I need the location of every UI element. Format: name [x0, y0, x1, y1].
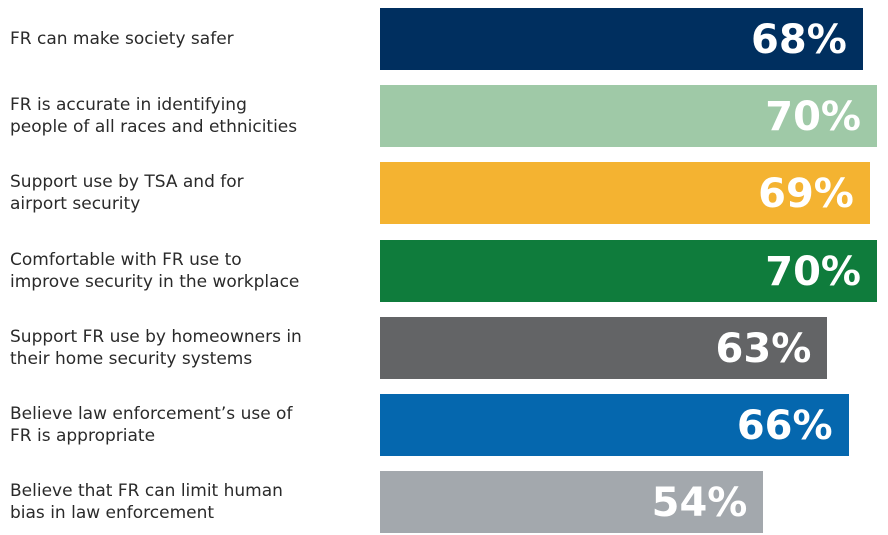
bar: 69%: [380, 162, 870, 225]
bar-value-label: 66%: [736, 403, 833, 449]
bar: 70%: [380, 85, 877, 148]
bar-value-label: 69%: [758, 171, 854, 218]
bar-value-label: 68%: [751, 17, 847, 63]
category-label: FR is accurate in identifying people of …: [10, 95, 298, 138]
category-label: FR can make society safer: [10, 29, 234, 49]
bar: 63%: [380, 316, 828, 379]
bar-value-label: 70%: [765, 94, 861, 141]
bar-value-label: 63%: [715, 325, 812, 372]
bar: 70%: [380, 239, 877, 302]
bar: 68%: [380, 8, 863, 70]
category-label: Support use by TSA and for airport secur…: [10, 172, 244, 215]
category-label: Comfortable with FR use to improve secur…: [10, 249, 300, 292]
bar-value-label: 54%: [651, 480, 748, 527]
bar: 54%: [380, 471, 764, 534]
category-label: Believe that FR can limit human bias in …: [10, 481, 283, 524]
category-label: Believe law enforcement’s use of FR is a…: [10, 404, 293, 446]
bar: 66%: [380, 394, 849, 456]
bar-value-label: 70%: [765, 248, 861, 295]
category-label: Support FR use by homeowners in their ho…: [10, 326, 302, 369]
